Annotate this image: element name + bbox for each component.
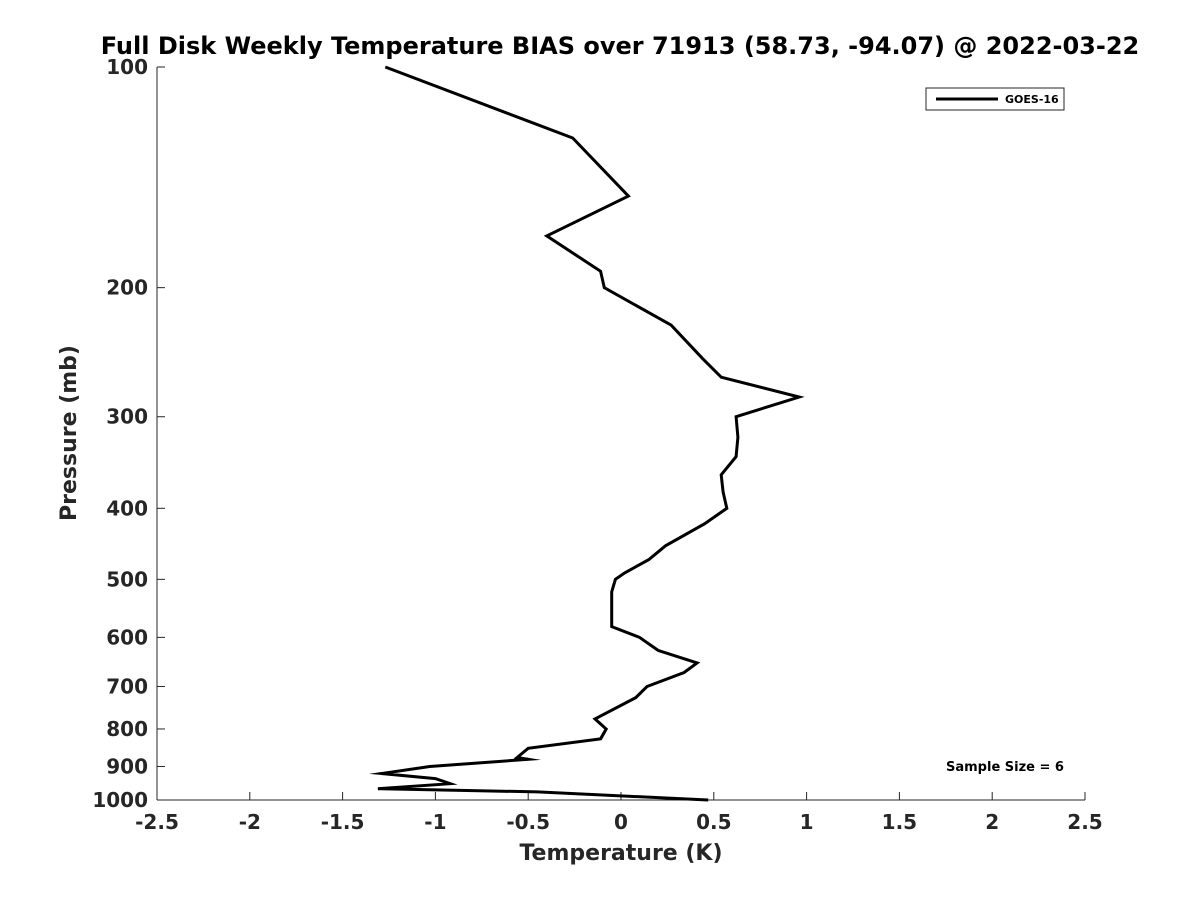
y-tick-label: 200 xyxy=(106,276,148,300)
y-axis-label: Pressure (mb) xyxy=(57,345,82,521)
y-tick-label: 1000 xyxy=(92,788,148,812)
series-layer xyxy=(369,65,805,802)
x-tick-label: 2.5 xyxy=(1067,810,1102,834)
x-tick-label: 2 xyxy=(985,810,999,834)
x-tick-label: 1.5 xyxy=(882,810,917,834)
y-tick-label: 400 xyxy=(106,496,148,520)
x-tick-label: -2 xyxy=(239,810,261,834)
legend: GOES-16 xyxy=(925,87,1065,111)
series-line-goes-16 xyxy=(369,65,805,802)
y-tick-label: 700 xyxy=(106,674,148,698)
x-tick-label: 1 xyxy=(800,810,814,834)
legend-label-goes-16: GOES-16 xyxy=(1005,93,1059,106)
x-tick-label: -1.5 xyxy=(321,810,365,834)
plot-area xyxy=(157,67,1085,800)
y-tick-label: 500 xyxy=(106,567,148,591)
sample-size-annotation: Sample Size = 6 xyxy=(946,760,1064,775)
y-tick-label: 800 xyxy=(106,717,148,741)
chart-title: Full Disk Weekly Temperature BIAS over 7… xyxy=(101,32,1140,60)
x-tick-label: 0 xyxy=(614,810,628,834)
x-tick-label: 0.5 xyxy=(696,810,731,834)
x-tick-label: -2.5 xyxy=(135,810,179,834)
y-tick-label: 600 xyxy=(106,625,148,649)
y-tick-label: 900 xyxy=(106,754,148,778)
x-tick-label: -0.5 xyxy=(506,810,550,834)
y-axis-ticks: 100 200 300 400 500 600 700 800 900 1000 xyxy=(92,55,165,812)
y-tick-label: 100 xyxy=(106,55,148,79)
x-axis-label: Temperature (K) xyxy=(519,841,722,866)
x-axis-ticks: -2.5 -2 -1.5 -1 -0.5 0 0.5 1 1.5 2 2.5 xyxy=(135,792,1103,834)
x-tick-label: -1 xyxy=(424,810,446,834)
y-tick-label: 300 xyxy=(106,405,148,429)
